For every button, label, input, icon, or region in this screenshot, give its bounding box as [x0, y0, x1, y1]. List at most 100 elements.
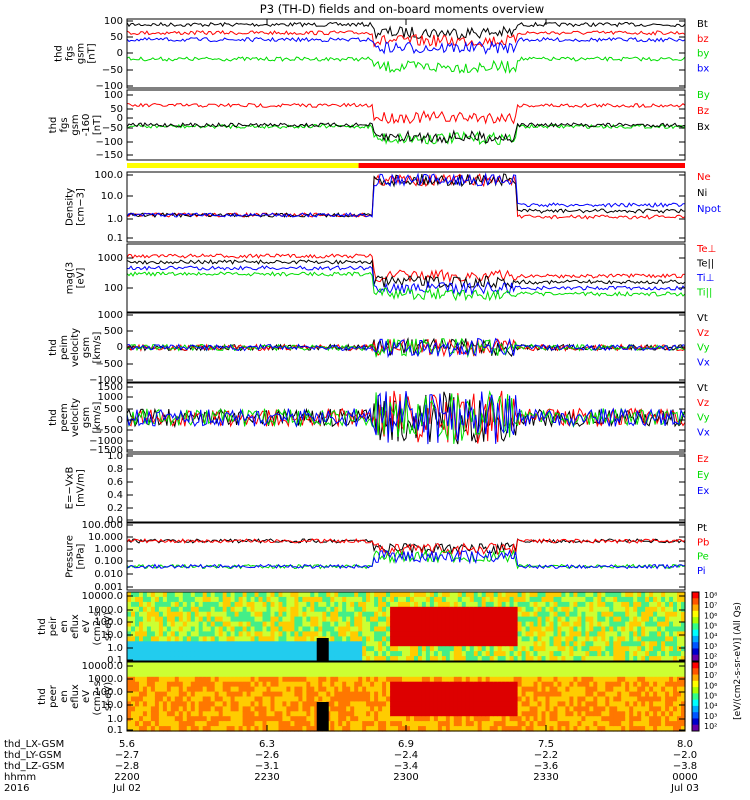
- spectrogram-cell: [677, 592, 682, 598]
- spectrogram-cell: [429, 711, 435, 717]
- spectrogram-cell: [402, 721, 407, 727]
- spectrogram-cell: [182, 596, 188, 603]
- x-row-value: 0000: [672, 772, 697, 783]
- spectrogram-cell: [166, 616, 172, 623]
- spectrogram-cell: [681, 616, 686, 623]
- spectrogram-cell: [170, 706, 176, 712]
- spectrogram-cell: [170, 596, 176, 603]
- spectrogram-cell: [457, 621, 463, 628]
- spectrogram-cell: [386, 611, 391, 618]
- spectrogram-cell: [310, 631, 315, 637]
- spectrogram-cell: [290, 662, 295, 668]
- legend-Te⊥: Te⊥: [696, 244, 716, 255]
- spectrogram-cell: [154, 626, 160, 632]
- spectrogram-cell: [262, 662, 268, 668]
- spectrogram-cell: [274, 626, 280, 632]
- spectrogram-cell: [410, 681, 415, 688]
- spectrogram-cell: [425, 621, 431, 628]
- legend-Vz: Vz: [697, 328, 709, 339]
- spectrogram-cell: [433, 626, 439, 632]
- spectrogram-cell: [585, 636, 590, 642]
- spectrogram-cell: [465, 646, 471, 652]
- spectrogram-cell: [497, 676, 503, 683]
- spectrogram-cell: [238, 681, 244, 688]
- spectrogram-cell: [481, 696, 487, 702]
- spectrogram-cell: [617, 666, 622, 673]
- spectrogram-cell: [577, 631, 582, 637]
- spectrogram-cell: [230, 596, 236, 603]
- y-axis-label: thd peir en eflux eV (cm2-s-sr-eV): [37, 607, 114, 645]
- spectrogram-cell: [214, 656, 220, 662]
- spectrogram-cell: [581, 611, 586, 618]
- spectrogram-cell: [135, 592, 140, 598]
- spectrogram-cell: [410, 636, 415, 642]
- spectrogram-cell: [501, 616, 507, 623]
- spectrogram-cell: [202, 631, 208, 637]
- spectrogram-cell: [553, 716, 559, 722]
- panel-frame: [126, 382, 686, 453]
- spectrogram-cell: [641, 641, 646, 647]
- spectrogram-cell: [525, 671, 531, 678]
- spectrogram-cell: [314, 601, 319, 608]
- spectrogram-cell: [481, 596, 487, 603]
- spectrogram-cell: [310, 726, 315, 732]
- spectrogram-cell: [489, 711, 495, 717]
- spectrogram-cell: [234, 601, 240, 608]
- y-label-line: [nT]: [92, 115, 103, 135]
- spectrogram-cell: [318, 681, 323, 688]
- spectrogram-cell: [549, 666, 555, 673]
- y-axis-label: mag(3 [eV]: [65, 262, 87, 294]
- spectrogram-cell: [633, 681, 638, 688]
- spectrogram-cell: [453, 662, 459, 668]
- legend-Ti⊥: Ti⊥: [696, 273, 714, 284]
- trace-Pb: [126, 538, 686, 557]
- spectrogram-cell: [150, 601, 156, 608]
- spectrogram-cell: [222, 626, 228, 632]
- spectrogram-cell: [489, 631, 495, 637]
- spectrogram-cell: [170, 606, 176, 613]
- spectrogram-cell: [190, 681, 196, 688]
- spectrogram-cell: [234, 656, 240, 662]
- spectrogram-cell: [569, 676, 574, 683]
- spectrogram-cell: [342, 716, 347, 722]
- spectrogram-cell: [418, 646, 423, 652]
- spectrogram-cell: [677, 696, 682, 702]
- spectrogram-cell: [605, 631, 610, 637]
- spectrogram-cell: [653, 596, 658, 603]
- spectrogram-cell: [234, 676, 240, 683]
- spectrogram-cell: [302, 706, 307, 712]
- spectrogram-cell: [461, 656, 467, 662]
- spectrogram-cell: [677, 631, 682, 637]
- spectrogram-cell: [613, 626, 618, 632]
- spectrogram-cell: [262, 631, 268, 637]
- spectrogram-cell: [561, 646, 566, 652]
- spectrogram-cell: [521, 651, 527, 657]
- spectrogram-cell: [573, 621, 578, 628]
- spectrogram-cell: [394, 636, 399, 642]
- spectrogram-cell: [597, 601, 602, 608]
- spectrogram-cell: [302, 696, 307, 702]
- spectrogram-cell: [234, 721, 240, 727]
- spectrogram-cell: [270, 671, 276, 678]
- spectrogram-cell: [206, 636, 212, 642]
- spectrogram-cell: [645, 686, 650, 693]
- spectrogram-cell: [202, 671, 208, 678]
- spectrogram-cell: [433, 641, 439, 647]
- spectrogram-cell: [661, 631, 666, 637]
- spectrogram-cell: [178, 592, 184, 598]
- spectrogram-cell: [234, 716, 240, 722]
- spectrogram-cell: [577, 666, 582, 673]
- spectrogram-cell: [194, 701, 200, 707]
- x-row-value: 5.6: [119, 739, 135, 750]
- legend-Ne: Ne: [697, 172, 711, 183]
- spectrogram-cell: [593, 662, 598, 668]
- spectrogram-cell: [653, 691, 658, 698]
- spectrogram-cell: [589, 686, 594, 693]
- spectrogram-cell: [585, 686, 590, 693]
- spectrogram-cell: [669, 716, 674, 722]
- spectrogram-cell: [569, 601, 574, 608]
- spectrogram-cell: [206, 651, 212, 657]
- spectrogram-cell: [266, 646, 272, 652]
- spectrogram-cell: [342, 621, 347, 628]
- colorbar-step: [692, 705, 699, 713]
